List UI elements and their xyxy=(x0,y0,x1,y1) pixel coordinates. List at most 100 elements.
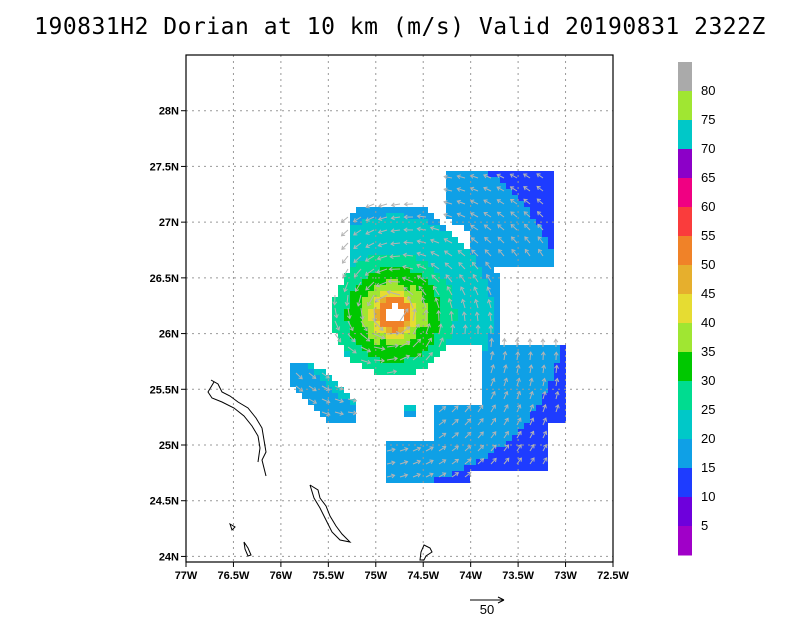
wind-speed-cell xyxy=(470,225,476,231)
wind-vector xyxy=(344,281,349,292)
longitude-labels: 77W 76.5W 76W 75.5W 75W 74.5W 74W 73.5W 73W 72.5W xyxy=(175,570,630,582)
wind-vector xyxy=(353,216,362,222)
wind-speed-cell xyxy=(440,225,446,231)
wind-speed-cell xyxy=(470,189,476,195)
wind-speed-cell xyxy=(356,219,362,225)
wind-speed-cell xyxy=(458,423,464,429)
wind-speed-cell xyxy=(536,429,542,435)
wind-speed-cell xyxy=(482,309,488,315)
wind-speed-cell xyxy=(512,243,518,249)
wind-speed-cell xyxy=(374,261,380,267)
wind-speed-cell xyxy=(464,249,470,255)
wind-speed-cell xyxy=(506,249,512,255)
wind-speed-cell xyxy=(494,375,500,381)
coastline-island xyxy=(419,544,433,561)
wind-speed-cell xyxy=(524,207,530,213)
wind-speed-cell xyxy=(350,411,356,417)
wind-speed-cell xyxy=(536,243,542,249)
wind-speed-cell xyxy=(524,351,530,357)
colorbar-label: 80 xyxy=(701,83,715,98)
wind-vector xyxy=(523,198,531,205)
lon-label: 75W xyxy=(364,570,387,582)
wind-speed-cell xyxy=(548,261,554,267)
wind-speed-cell xyxy=(548,189,554,195)
wind-vector xyxy=(412,447,421,452)
wind-speed-cell xyxy=(392,255,398,261)
wind-speed-cell xyxy=(482,171,488,177)
wind-speed-cell xyxy=(542,231,548,237)
wind-speed-cell xyxy=(512,453,518,459)
wind-speed-cell xyxy=(512,171,518,177)
wind-speed-cell xyxy=(542,255,548,261)
wind-speed-cell xyxy=(368,345,374,351)
wind-speed-cell xyxy=(446,207,452,213)
wind-speed-cell xyxy=(374,255,380,261)
wind-speed-cell xyxy=(446,177,452,183)
wind-speed-cell xyxy=(494,171,500,177)
wind-speed-cell xyxy=(470,297,476,303)
wind-speed-cell xyxy=(536,447,542,453)
wind-speed-cell xyxy=(494,237,500,243)
wind-vector-head xyxy=(444,262,449,267)
wind-speed-cell xyxy=(440,429,446,435)
wind-vector-head xyxy=(443,174,448,180)
wind-vector-head xyxy=(461,311,467,316)
wind-speed-cell xyxy=(482,267,488,273)
wind-speed-cell xyxy=(398,225,404,231)
wind-speed-cell xyxy=(494,213,500,219)
wind-speed-cell xyxy=(422,471,428,477)
wind-vector xyxy=(503,351,506,361)
wind-vector xyxy=(498,249,505,257)
wind-vector-head xyxy=(390,241,395,247)
wind-speed-cell xyxy=(350,243,356,249)
wind-speed-cell xyxy=(488,399,494,405)
wind-speed-cell xyxy=(500,195,506,201)
wind-speed-cell xyxy=(452,255,458,261)
wind-vector xyxy=(438,419,446,426)
wind-vector xyxy=(516,431,522,439)
wind-speed-cell xyxy=(380,363,386,369)
wind-speed-cell xyxy=(434,459,440,465)
wind-speed-cell xyxy=(542,261,548,267)
wind-vector-head xyxy=(484,236,489,242)
wind-speed-cell xyxy=(518,357,524,363)
wind-speed-cell xyxy=(332,381,338,387)
wind-speed-cell xyxy=(398,303,404,309)
wind-vector xyxy=(354,268,362,277)
wind-speed-cell xyxy=(494,297,500,303)
wind-speed-cell xyxy=(332,393,338,399)
wind-vector xyxy=(321,398,330,403)
wind-speed-cell xyxy=(386,285,392,291)
wind-speed-cell xyxy=(464,441,470,447)
wind-speed-cell xyxy=(386,231,392,237)
wind-vector xyxy=(399,461,408,465)
wind-vector xyxy=(472,262,479,270)
wind-speed-cell xyxy=(302,363,308,369)
wind-speed-cell xyxy=(362,309,368,315)
wind-speed-cell xyxy=(488,177,494,183)
wind-vector xyxy=(464,471,472,478)
wind-speed-cell xyxy=(404,315,410,321)
wind-vector-head xyxy=(496,211,502,216)
vector-legend-label: 50 xyxy=(480,602,494,617)
wind-vector xyxy=(542,404,546,413)
wind-vector-head xyxy=(470,237,475,242)
wind-vector xyxy=(457,188,466,192)
wind-speed-cell xyxy=(302,381,308,387)
wind-speed-cell xyxy=(302,369,308,375)
wind-vector-head xyxy=(490,377,496,383)
colorbar-segment xyxy=(678,149,692,179)
wind-vector xyxy=(457,213,466,218)
wind-speed-cell xyxy=(386,255,392,261)
wind-vector xyxy=(445,274,453,283)
wind-speed-cell xyxy=(518,243,524,249)
wind-vector xyxy=(483,174,492,179)
wind-vector xyxy=(464,405,471,413)
wind-speed-cell xyxy=(524,411,530,417)
lon-label: 72.5W xyxy=(597,570,629,582)
wind-speed-cell xyxy=(410,249,416,255)
wind-vector-head xyxy=(517,457,522,462)
wind-speed-cell xyxy=(410,243,416,249)
wind-speed-cell xyxy=(398,327,404,333)
wind-speed-cell xyxy=(458,183,464,189)
